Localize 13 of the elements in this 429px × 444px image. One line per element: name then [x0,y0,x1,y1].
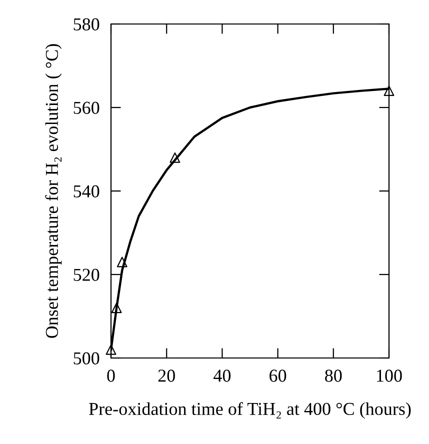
y-tick-label: 540 [74,185,100,198]
x-tick-label: 40 [214,370,231,382]
y-tick-label: 520 [74,268,100,281]
x-tick-label: 20 [158,370,175,382]
x-tick-label: 80 [325,370,342,382]
x-axis-title: Pre-oxidation time of TiH₂ at 400 °C (hours) [89,402,411,419]
y-tick-label: 500 [74,352,100,364]
y-axis-title: Onset temperature for H₂ evolution ( °C) [45,44,62,338]
y-tick-label: 560 [74,102,100,114]
x-tick-label: 0 [107,370,115,382]
x-tick-label: 100 [377,370,402,382]
x-tick-label: 60 [270,370,286,382]
y-tick-label: 580 [74,18,100,30]
